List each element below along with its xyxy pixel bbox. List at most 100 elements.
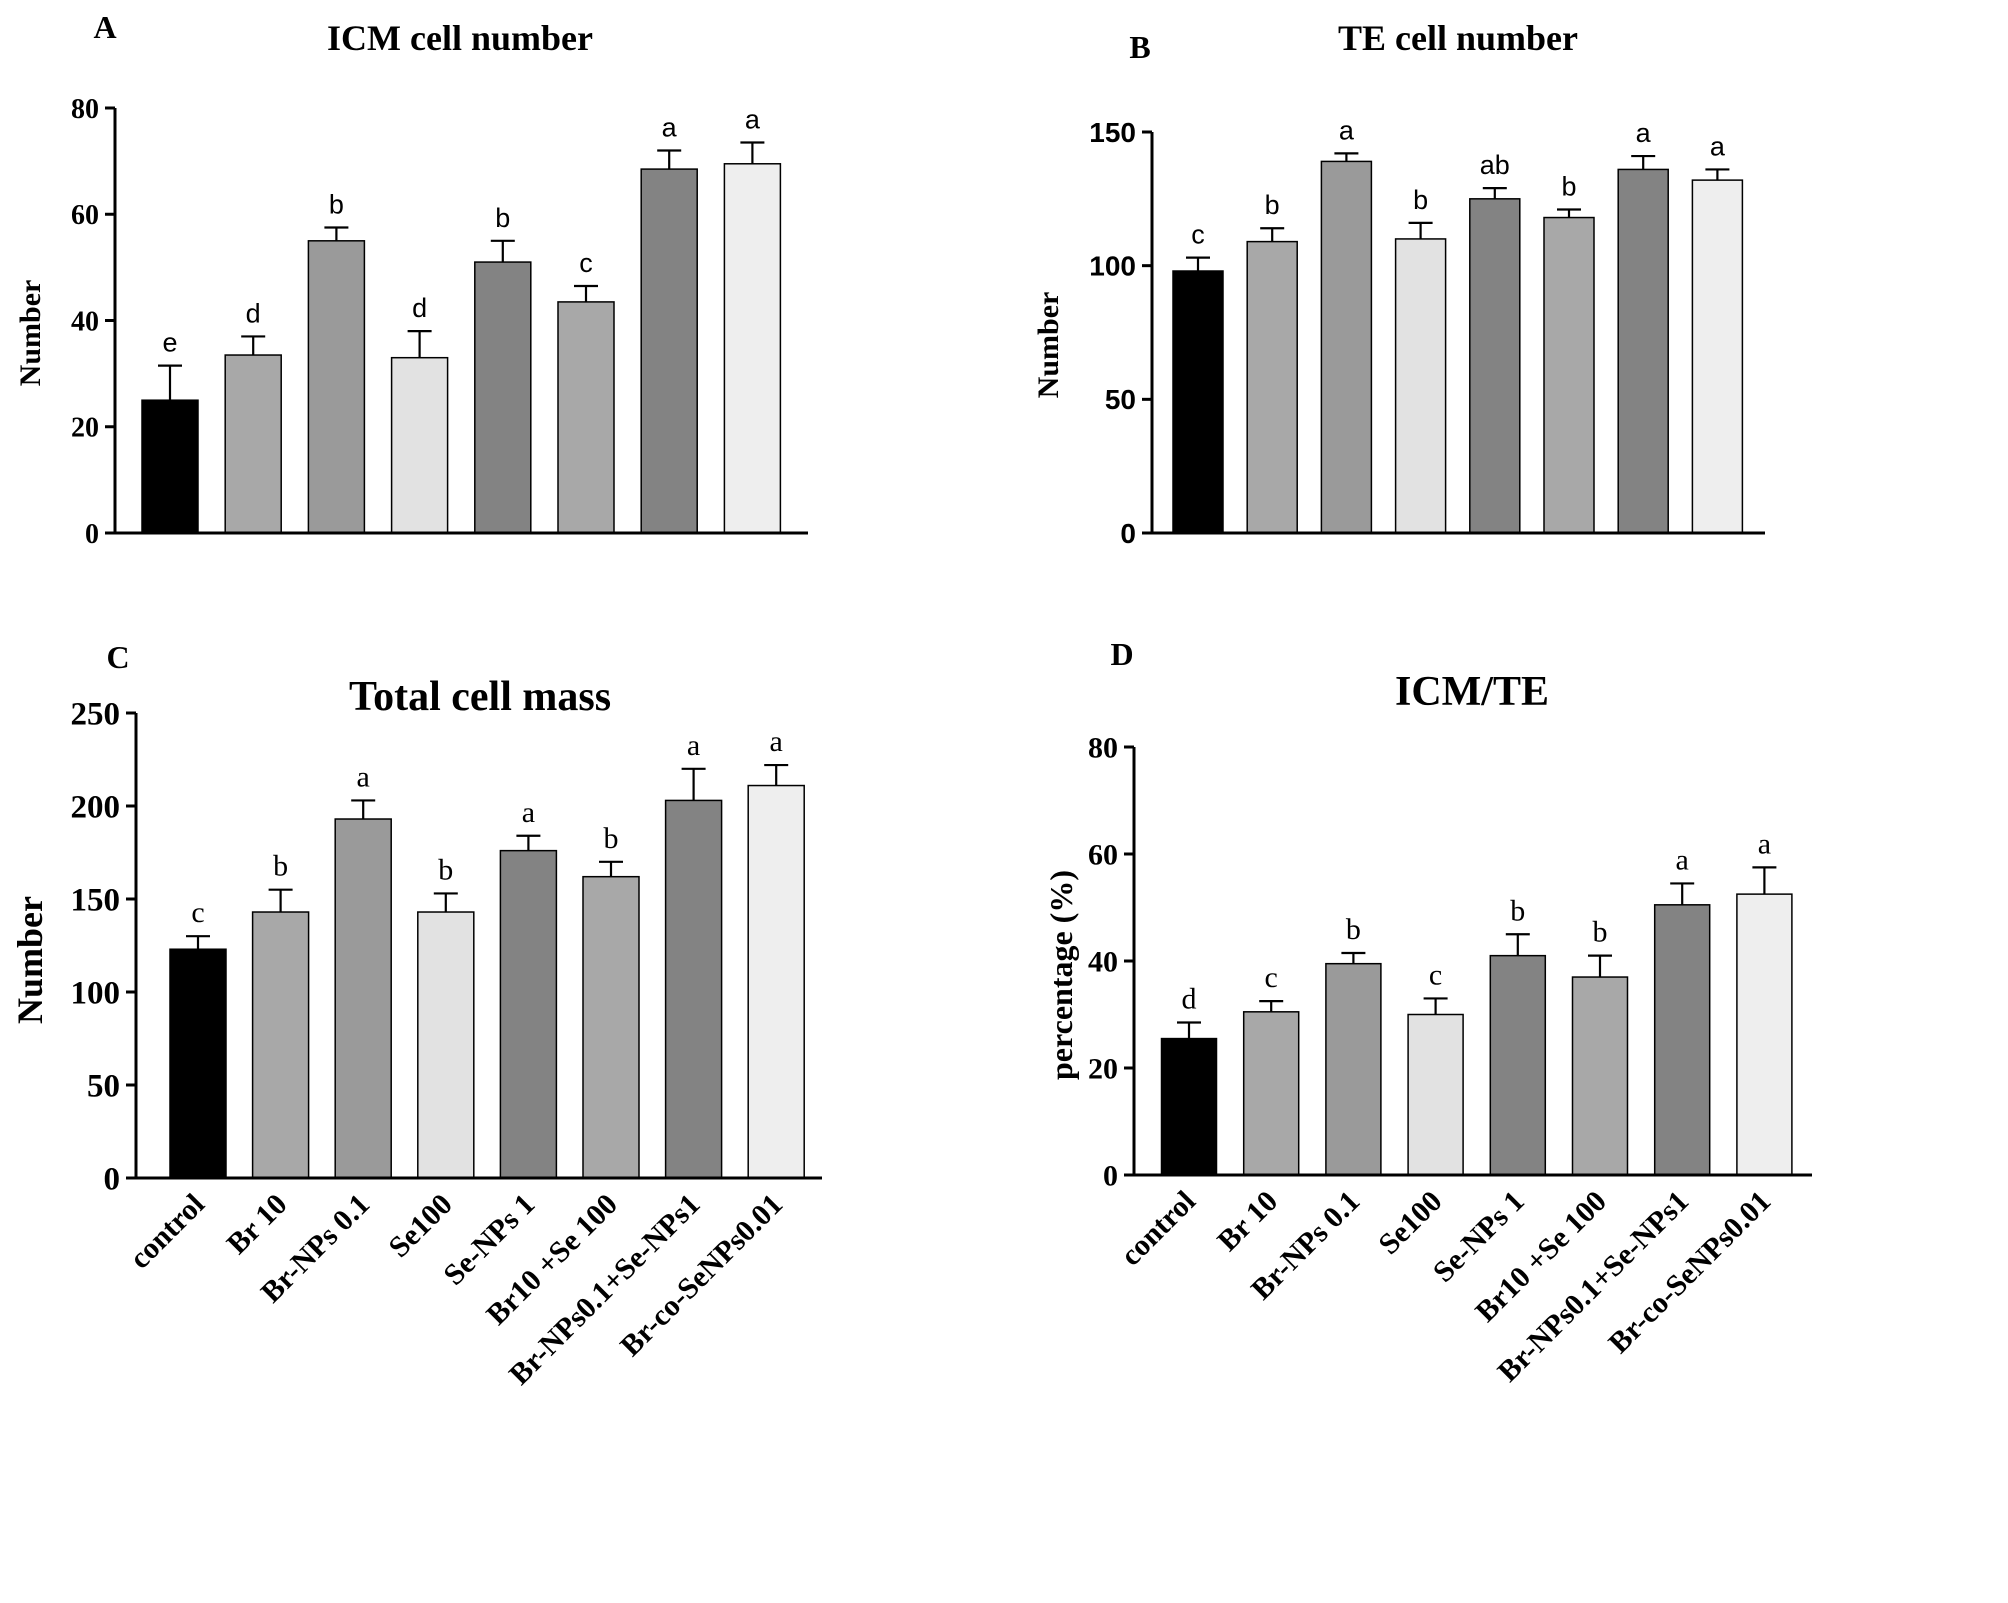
y-axis-label: Number xyxy=(10,896,50,1024)
bar xyxy=(557,301,615,534)
y-axis-label: Number xyxy=(14,280,47,387)
significance-label: a xyxy=(662,113,678,143)
y-axis-label: percentage (%) xyxy=(1043,870,1079,1080)
y-tick-label: 80 xyxy=(71,94,99,125)
bar xyxy=(1325,962,1382,1176)
bar xyxy=(1407,1013,1464,1176)
bar xyxy=(1246,240,1298,534)
significance-label: a xyxy=(1710,131,1726,161)
significance-label: e xyxy=(162,328,177,358)
significance-label: a xyxy=(1636,118,1652,148)
significance-label: b xyxy=(273,850,288,883)
panel-letter: A xyxy=(93,9,116,45)
significance-label: d xyxy=(246,298,261,328)
significance-label: c xyxy=(1191,220,1205,250)
y-tick-label: 20 xyxy=(71,413,99,444)
y-tick-label: 60 xyxy=(71,200,99,231)
significance-label: a xyxy=(357,760,370,793)
bar xyxy=(747,784,805,1179)
significance-label: a xyxy=(770,725,783,758)
significance-label: c xyxy=(1429,958,1442,991)
bar xyxy=(390,356,449,534)
significance-label: b xyxy=(495,203,510,233)
panel-a: A ICM cell number Number e d b d b c a a 0 20 40 60 80 xyxy=(14,9,808,550)
significance-label: d xyxy=(1182,983,1197,1016)
y-tick-label: 0 xyxy=(104,1162,121,1198)
bar xyxy=(499,849,558,1179)
significance-label: a xyxy=(745,105,761,135)
bar xyxy=(1172,270,1224,534)
significance-label: a xyxy=(522,796,535,829)
bar xyxy=(334,818,392,1179)
chart-title: Total cell mass xyxy=(349,674,611,720)
bar xyxy=(224,354,282,534)
significance-label: b xyxy=(1346,913,1361,946)
significance-label: b xyxy=(604,822,619,855)
bar xyxy=(640,168,698,534)
bar xyxy=(1394,238,1447,534)
significance-label: a xyxy=(1676,843,1689,876)
significance-label: a xyxy=(1339,115,1355,145)
panel-letter: C xyxy=(106,639,129,675)
y-tick-label: 250 xyxy=(71,697,121,733)
bar xyxy=(474,261,532,534)
significance-label: c xyxy=(1265,961,1278,994)
bar xyxy=(582,875,640,1179)
significance-label: c xyxy=(579,248,593,278)
y-tick-label: 50 xyxy=(87,1069,120,1105)
significance-label: a xyxy=(1758,827,1771,860)
significance-label: b xyxy=(1265,190,1280,220)
y-tick-label: 0 xyxy=(85,519,99,550)
significance-label: b xyxy=(438,853,453,886)
y-tick-label: 100 xyxy=(71,976,121,1012)
x-tick-label: Br 10 xyxy=(221,1188,294,1261)
bar xyxy=(1160,1037,1218,1176)
bar xyxy=(251,911,310,1179)
x-tick-label: control xyxy=(123,1188,211,1276)
significance-label: b xyxy=(1561,172,1576,202)
significance-label: b xyxy=(1593,916,1608,949)
x-tick-label: control xyxy=(1114,1185,1202,1273)
significance-label: b xyxy=(329,190,344,220)
panel-letter: B xyxy=(1129,29,1150,65)
bar xyxy=(1242,1011,1300,1176)
significance-label: ab xyxy=(1480,150,1510,180)
y-tick-label: 40 xyxy=(71,306,99,337)
bar xyxy=(1571,976,1629,1176)
y-tick-label: 0 xyxy=(1103,1160,1118,1193)
chart-title: ICM/TE xyxy=(1395,669,1549,715)
bar xyxy=(1320,160,1373,534)
significance-label: c xyxy=(191,896,204,929)
x-tick-label: Br 10 xyxy=(1211,1185,1284,1258)
y-tick-label: 0 xyxy=(1120,518,1136,549)
x-tick-label: Se100 xyxy=(1372,1185,1448,1261)
y-tick-label: 40 xyxy=(1088,946,1118,979)
bar xyxy=(1691,179,1744,534)
significance-label: b xyxy=(1510,894,1525,927)
y-tick-label: 150 xyxy=(1089,117,1136,148)
y-tick-label: 80 xyxy=(1088,732,1118,765)
chart-title: TE cell number xyxy=(1338,18,1578,58)
bar xyxy=(417,911,475,1179)
y-tick-label: 100 xyxy=(1089,250,1136,281)
significance-label: a xyxy=(687,729,700,762)
bar xyxy=(1653,904,1711,1176)
bar xyxy=(723,163,782,534)
bar xyxy=(169,948,227,1179)
bar xyxy=(1617,168,1669,534)
bar xyxy=(141,399,199,534)
y-tick-label: 20 xyxy=(1088,1053,1118,1086)
bar xyxy=(1543,216,1595,534)
bar xyxy=(1469,198,1521,534)
bar xyxy=(307,240,366,534)
panel-letter: D xyxy=(1110,636,1133,672)
y-tick-label: 60 xyxy=(1088,839,1118,872)
bar xyxy=(1736,893,1793,1176)
chart-title: ICM cell number xyxy=(327,18,593,58)
y-tick-label: 50 xyxy=(1105,384,1136,415)
bar xyxy=(1489,954,1547,1176)
